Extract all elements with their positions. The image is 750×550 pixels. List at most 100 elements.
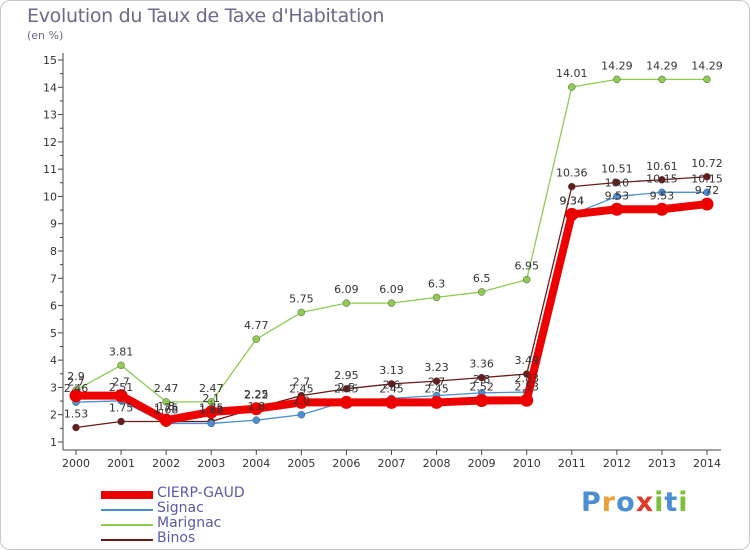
y-tick-label: 3	[50, 381, 57, 394]
data-label-binos: 3.13	[379, 364, 404, 377]
data-label-signac: 1.68	[154, 403, 179, 416]
data-label-signac: 1.8	[248, 400, 266, 413]
data-label-marignac: 3.81	[109, 345, 134, 358]
data-label-marignac: 14.29	[601, 59, 633, 72]
data-point-cierp-gaud	[159, 413, 173, 427]
logo-letter: i	[678, 487, 689, 518]
data-point-binos	[72, 423, 80, 432]
data-point-binos	[568, 182, 576, 191]
data-point-signac	[207, 419, 215, 428]
data-point-cierp-gaud	[610, 202, 624, 216]
y-tick-label: 9	[50, 218, 57, 231]
y-tick-label: 14	[43, 81, 57, 94]
data-point-marignac	[162, 398, 170, 406]
data-point-signac	[658, 188, 666, 197]
y-tick-label: 2	[50, 409, 57, 422]
data-label-cierp-gaud: 2.53	[514, 380, 539, 393]
logo-letter: x	[635, 487, 655, 518]
data-point-cierp-gaud	[655, 202, 669, 216]
data-label-cierp-gaud: 2.7	[67, 376, 85, 389]
data-label-marignac: 2.47	[154, 382, 179, 395]
data-point-marignac	[568, 83, 576, 91]
data-label-marignac: 2.47	[199, 382, 224, 395]
y-tick-label: 7	[50, 272, 57, 285]
data-point-marignac	[117, 361, 125, 370]
legend-label-binos: Binos	[157, 530, 196, 546]
chart-unit-label: (en %)	[27, 29, 64, 42]
data-point-binos	[432, 377, 441, 385]
data-label-binos: 1.75	[199, 402, 224, 415]
data-point-marignac	[252, 335, 261, 343]
data-point-binos	[703, 173, 711, 181]
x-tick-label: 2002	[152, 457, 180, 470]
x-tick-label: 2005	[287, 457, 315, 470]
x-tick-label: 2014	[693, 457, 721, 470]
data-label-marignac: 6.95	[514, 260, 539, 273]
y-tick-label: 12	[43, 136, 57, 149]
data-point-signac	[613, 192, 621, 201]
data-label-marignac: 6.3	[428, 277, 446, 290]
data-label-marignac: 14.29	[691, 59, 723, 72]
y-tick-label: 4	[50, 354, 57, 367]
x-tick-label: 2008	[423, 457, 451, 470]
legend-swatch-marignac	[101, 524, 153, 526]
x-tick-label: 2010	[513, 457, 541, 470]
data-label-binos: 1.53	[64, 408, 89, 421]
data-point-binos	[477, 373, 486, 382]
x-tick-label: 2006	[332, 457, 360, 470]
legend-swatch-signac	[101, 509, 153, 511]
data-label-binos: 3.36	[469, 358, 494, 371]
data-label-binos: 2.95	[334, 369, 359, 382]
data-label-signac: 2.5	[338, 381, 356, 394]
data-label-cierp-gaud: 9.53	[605, 189, 630, 202]
data-point-binos	[387, 380, 396, 388]
logo-letter: t	[664, 487, 679, 518]
data-label-cierp-gaud: 2.45	[334, 382, 359, 395]
series-line-marignac	[75, 78, 707, 403]
logo-letter: i	[654, 487, 665, 518]
data-label-binos: 3.23	[424, 361, 449, 374]
data-label-signac: 2.6	[383, 378, 401, 391]
data-label-marignac: 5.75	[289, 292, 314, 305]
data-point-cierp-gaud	[430, 395, 444, 409]
data-point-signac	[297, 410, 306, 419]
y-tick-label: 1	[50, 436, 57, 449]
y-tick-label: 11	[43, 163, 57, 176]
data-point-marignac	[432, 293, 441, 302]
legend-label-signac: Signac	[157, 500, 204, 516]
data-point-marignac	[658, 75, 666, 84]
data-point-marignac	[297, 308, 306, 317]
data-point-cierp-gaud	[204, 405, 218, 419]
data-label-cierp-gaud: 2.1	[202, 392, 220, 405]
logo-letter: o	[616, 487, 636, 518]
data-point-binos	[613, 178, 621, 187]
legend-swatch-cierp-gaud	[101, 491, 153, 499]
data-label-cierp-gaud: 1.8	[157, 400, 175, 413]
x-tick-label: 2012	[603, 457, 631, 470]
data-label-cierp-gaud: 2.52	[469, 381, 494, 394]
data-point-marignac	[613, 75, 621, 84]
x-tick-label: 2004	[242, 457, 270, 470]
data-point-cierp-gaud	[385, 395, 398, 409]
y-tick-label: 5	[50, 327, 57, 340]
data-label-signac: 2.83	[514, 372, 539, 385]
data-point-binos	[658, 176, 666, 184]
data-label-cierp-gaud: 2.22	[244, 389, 269, 402]
data-label-signac: 10.15	[646, 172, 678, 185]
legend-swatch-binos	[101, 539, 153, 541]
data-point-cierp-gaud	[700, 197, 714, 211]
data-label-binos: 10.36	[556, 167, 588, 180]
data-point-cierp-gaud	[339, 395, 353, 409]
data-label-marignac: 2.9	[67, 370, 85, 383]
data-label-cierp-gaud: 9.53	[650, 189, 675, 202]
data-label-signac: 2.46	[64, 382, 89, 395]
data-label-cierp-gaud: 2.45	[379, 382, 404, 395]
data-label-marignac: 6.09	[334, 283, 359, 296]
data-label-signac: 2.8	[473, 373, 491, 386]
data-point-marignac	[703, 75, 711, 84]
data-label-binos: 10.61	[646, 160, 678, 173]
data-point-binos	[117, 417, 125, 426]
logo-letter: P	[581, 487, 602, 518]
y-tick-label: 6	[50, 300, 57, 313]
data-label-marignac: 14.29	[646, 59, 678, 72]
